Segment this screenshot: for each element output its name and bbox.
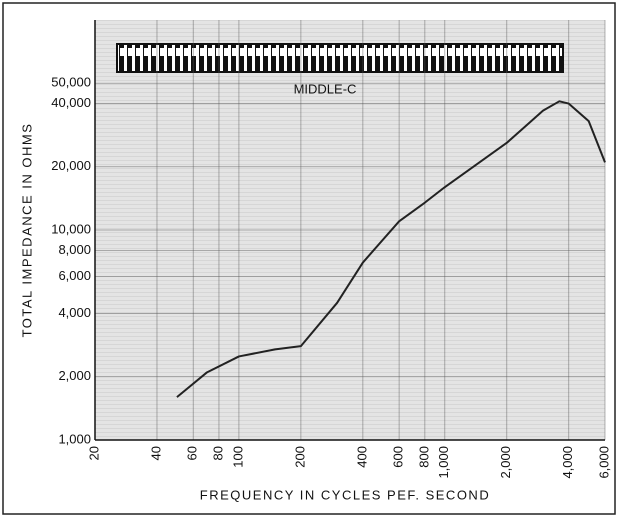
x-tick-label: 40 (148, 446, 163, 460)
x-tick-label: 60 (185, 446, 200, 460)
y-tick-label: 20,000 (51, 158, 91, 173)
y-tick-label: 8,000 (58, 242, 91, 257)
y-axis-label: TOTAL IMPEDANCE IN OHMS (19, 123, 34, 338)
data-line (176, 100, 606, 398)
x-tick-label: 1,000 (436, 446, 451, 479)
y-tick-label: 50,000 (51, 75, 91, 90)
y-tick-label: 1,000 (58, 431, 91, 446)
x-tick-label: 800 (416, 446, 431, 468)
x-tick-label: 400 (354, 446, 369, 468)
y-tick-label: 10,000 (51, 221, 91, 236)
x-tick-label: 6,000 (596, 446, 611, 479)
x-tick-label: 2,000 (498, 446, 513, 479)
y-tick-label: 4,000 (58, 305, 91, 320)
x-tick-label: 200 (292, 446, 307, 468)
y-tick-label: 6,000 (58, 268, 91, 283)
x-tick-label: 4,000 (560, 446, 575, 479)
annotation: MIDDLE-C (294, 81, 357, 96)
x-tick-label: 600 (391, 446, 406, 468)
y-tick-label: 40,000 (51, 95, 91, 110)
y-tick-label: 2,000 (58, 368, 91, 383)
x-tick-label: 80 (210, 446, 225, 460)
x-axis-label: FREQUENCY IN CYCLES PEF. SECOND (200, 487, 490, 502)
x-tick-label: 100 (230, 446, 245, 468)
x-tick-label: 20 (86, 446, 101, 460)
keyboard (116, 43, 564, 73)
